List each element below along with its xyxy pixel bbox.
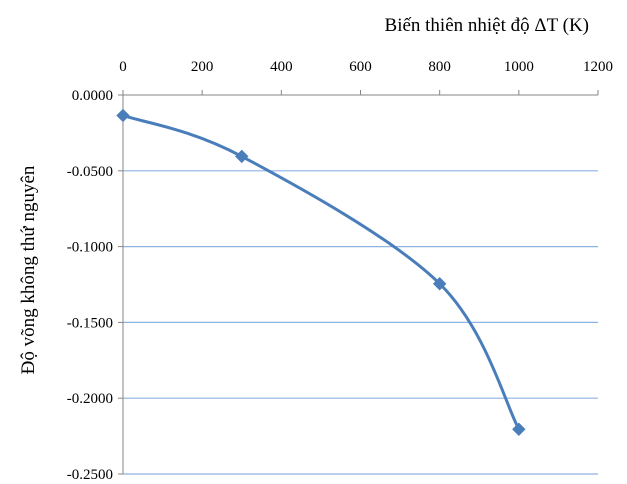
data-point-marker — [432, 277, 447, 291]
x-tick-label: 1200 — [583, 59, 613, 75]
axes — [118, 90, 599, 475]
data-point-marker — [116, 108, 130, 123]
x-tick-label: 0 — [119, 59, 127, 75]
y-tick-label: -0.1000 — [67, 240, 113, 256]
x-tick-label: 400 — [270, 59, 293, 75]
data-point-marker — [235, 149, 249, 164]
x-tick-label: 200 — [191, 59, 214, 75]
series — [116, 108, 526, 436]
gridlines — [123, 170, 598, 475]
x-tick-label: 1000 — [504, 59, 534, 75]
data-point-marker — [512, 422, 526, 436]
x-tick-labels: 0 200 400 600 800 1000 1200 — [119, 59, 613, 75]
y-axis-title: Độ võng không thứ nguyên — [18, 165, 39, 374]
y-tick-label: -0.2000 — [67, 391, 113, 407]
x-tick-label: 800 — [428, 59, 451, 75]
y-tick-labels: 0.0000 -0.0500 -0.1000 -0.1500 -0.2000 -0.250… — [67, 88, 113, 483]
y-tick-label: -0.2500 — [67, 467, 113, 479]
y-tick-label: 0.0000 — [72, 88, 113, 104]
y-tick-label: -0.0500 — [67, 164, 113, 180]
x-tick-label: 600 — [349, 59, 372, 75]
series-line — [122, 114, 521, 430]
y-tick-label: -0.1500 — [67, 315, 113, 331]
x-axis-title: Biến thiên nhiệt độ ΔT (K) — [385, 15, 589, 36]
